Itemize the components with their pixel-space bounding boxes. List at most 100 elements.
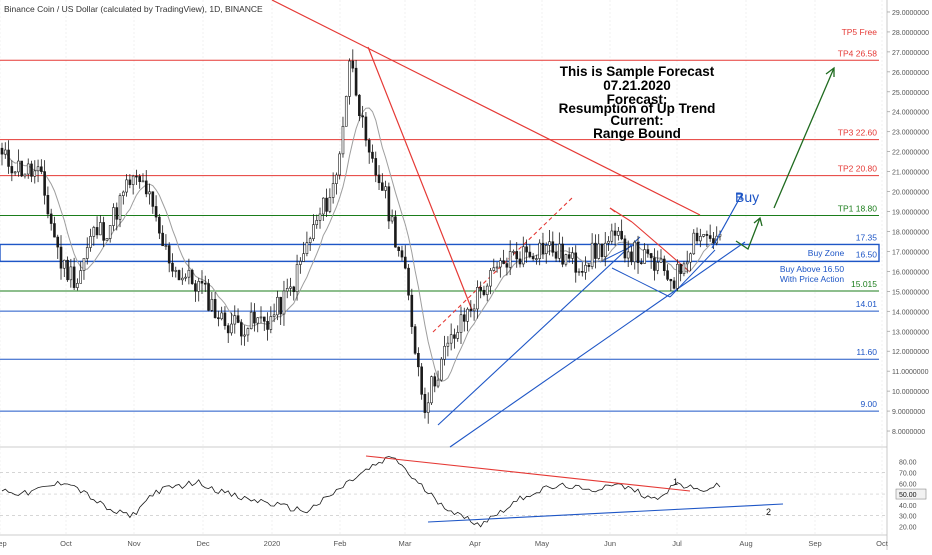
candle-body (394, 216, 397, 248)
price-axis-label: 22.0000000 (892, 150, 929, 157)
candle-body (26, 163, 30, 175)
forecast-arrow-head (825, 66, 835, 77)
time-axis-label: Jun (604, 539, 616, 548)
buy-label: Buy (735, 189, 759, 205)
candle-body (659, 258, 663, 263)
price-axis-label: 8.0000000 (892, 429, 925, 436)
candle-body (577, 271, 581, 273)
candle-body (49, 213, 53, 224)
level-label: 9.00 (860, 399, 877, 409)
candle-body (36, 166, 40, 172)
candle-body (95, 227, 99, 236)
trendline (449, 241, 746, 448)
candle-body (341, 125, 345, 155)
candle-body (653, 257, 656, 271)
candle-body (240, 322, 243, 337)
candle-body (531, 256, 535, 260)
price-axis-label: 25.0000000 (892, 90, 929, 97)
candle-body (108, 225, 112, 239)
candle-body (187, 269, 191, 278)
candle-body (518, 258, 522, 265)
candle-body (184, 276, 187, 279)
horizontal-levels: TP5 Free TP4 26.58 TP3 22.60 TP2 20.80 TP1 1… (0, 27, 880, 412)
candle-body (413, 326, 417, 354)
candle-body (377, 174, 381, 184)
rsi-trendline-label-1: 1 (673, 477, 678, 487)
rsi-axis-label: 70.00 (899, 470, 917, 477)
candle-body (148, 191, 151, 195)
chart-title: Binance Coin / US Dollar (calculated by … (4, 4, 263, 14)
candle-body (489, 270, 492, 287)
time-axis-label: Feb (334, 539, 347, 548)
candle-body (76, 283, 79, 288)
candle-body (279, 296, 282, 315)
price-axis-label: 18.0000000 (892, 229, 929, 236)
annotation-line: 07.21.2020 (603, 78, 671, 93)
price-axis-label: 27.0000000 (892, 50, 929, 57)
candle-body (515, 251, 519, 260)
rsi-trendline-label-2: 2 (766, 507, 771, 517)
candle-body (292, 286, 296, 293)
candle-body (17, 160, 20, 173)
candle-body (367, 139, 371, 153)
candle-body (246, 328, 250, 336)
candle-body (344, 96, 348, 127)
candle-body (407, 267, 410, 296)
candle-body (102, 222, 105, 241)
candle-body (482, 289, 486, 295)
axes: 29.000000028.000000027.000000026.0000000… (0, 10, 929, 548)
candle-body (3, 149, 7, 155)
candle-body (699, 236, 702, 242)
candle-body (223, 312, 227, 326)
candle-body (289, 286, 292, 289)
candle-body (620, 230, 623, 240)
candle-body (390, 216, 394, 222)
price-axis-label: 15.0000000 (892, 289, 929, 296)
trendline (609, 207, 616, 213)
candle-body (541, 242, 545, 254)
price-axis-label: 11.0000000 (892, 369, 929, 376)
rsi-axis-label: 40.00 (899, 503, 917, 510)
candle-body (285, 288, 289, 292)
candle-body (630, 251, 633, 263)
annotation-line: Forecast: (607, 92, 668, 107)
candle-body (623, 238, 627, 259)
candle-body (453, 334, 456, 339)
candle-body (564, 254, 568, 265)
price-action-label: With Price Action (780, 274, 845, 284)
candle-body (495, 266, 499, 269)
candle-body (43, 171, 46, 196)
annotation-line: Resumption of Up Trend (559, 101, 716, 116)
price-axis-label: 9.0000000 (892, 409, 925, 416)
candle-body (13, 171, 17, 174)
level-label: TP5 Free (842, 27, 878, 37)
time-axis-label: Dec (196, 539, 210, 548)
candle-body (23, 173, 27, 177)
price-axis-label: 21.0000000 (892, 170, 929, 177)
candle-body (321, 197, 325, 215)
candle-body (135, 175, 138, 178)
candle-body (617, 230, 620, 236)
candle-body (590, 242, 594, 267)
candle-body (669, 278, 673, 282)
moving-average-line (1, 107, 721, 382)
level-label: TP4 26.58 (838, 48, 877, 58)
candle-body (72, 266, 76, 288)
rsi-axis-label: 30.00 (899, 514, 917, 521)
level-label: 16.50 (856, 249, 878, 259)
candles (0, 49, 722, 424)
candle-body (446, 342, 450, 347)
price-axis-label: 13.0000000 (892, 329, 929, 336)
candle-body (364, 116, 368, 141)
candle-body (89, 236, 92, 248)
candle-body (190, 269, 194, 284)
candle-body (266, 320, 269, 330)
candle-body (236, 315, 240, 323)
candle-body (676, 263, 679, 289)
candle-body (505, 263, 509, 268)
candle-body (181, 277, 184, 281)
candle-body (607, 240, 610, 244)
price-axis-label: 24.0000000 (892, 110, 929, 117)
candle-body (125, 179, 128, 193)
